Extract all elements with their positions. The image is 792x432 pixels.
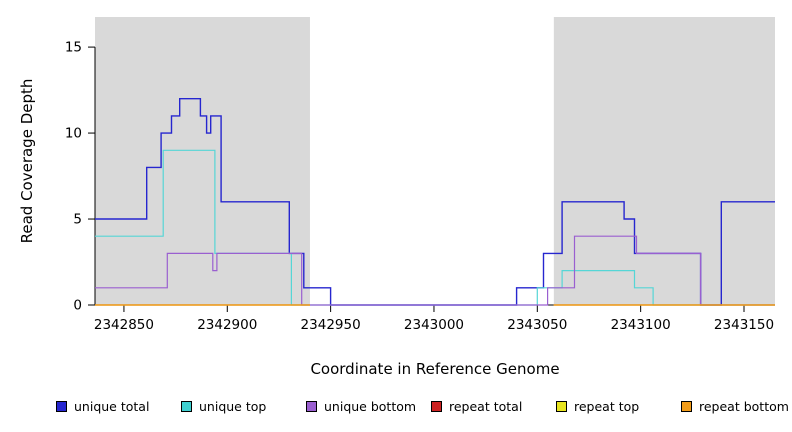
legend-item-repeat-bottom: repeat bottom (681, 399, 789, 414)
legend-item-repeat-total: repeat total (431, 399, 556, 414)
legend-swatch-unique-top (181, 401, 192, 412)
x-tick-label: 2343000 (404, 317, 464, 333)
chart-layers: 2342850 2342900 2342950 2343000 2343050 23431… (65, 17, 775, 333)
x-tick-label: 2342950 (301, 317, 361, 333)
legend-item-unique-total: unique total (56, 399, 181, 414)
y-tick-label: 5 (73, 212, 82, 228)
legend-swatch-unique-bottom (306, 401, 317, 412)
x-tick-label: 2343100 (611, 317, 671, 333)
legend-swatch-repeat-bottom (681, 401, 692, 412)
legend: unique total unique top unique bottom repea… (56, 399, 789, 414)
legend-label: repeat top (574, 399, 640, 414)
y-tick-label: 10 (65, 126, 82, 142)
x-tick-label: 2343150 (714, 317, 774, 333)
legend-label: unique top (199, 399, 267, 414)
legend-item-unique-top: unique top (181, 399, 306, 414)
legend-swatch-unique-total (56, 401, 67, 412)
legend-swatch-repeat-top (556, 401, 567, 412)
series-line-unique-bottom (95, 235, 775, 306)
y-tick-label: 0 (73, 298, 82, 314)
y-tick-label: 15 (65, 40, 82, 56)
y-axis-title: Read Coverage Depth (18, 79, 36, 244)
legend-item-repeat-top: repeat top (556, 399, 681, 414)
x-tick-label: 2343050 (507, 317, 567, 333)
legend-label: repeat bottom (699, 399, 789, 414)
legend-item-unique-bottom: unique bottom (306, 399, 431, 414)
x-axis-title: Coordinate in Reference Genome (310, 360, 559, 378)
legend-label: unique total (74, 399, 150, 414)
shaded-region-right (553, 17, 775, 305)
x-tick-label: 2342850 (94, 317, 154, 333)
shaded-region-left (95, 17, 310, 305)
coverage-plot: 2342850 2342900 2342950 2343000 2343050 23431… (18, 17, 775, 378)
x-tick-label: 2342900 (197, 317, 257, 333)
legend-label: unique bottom (324, 399, 417, 414)
series-line-unique-top (95, 149, 775, 306)
legend-swatch-repeat-total (431, 401, 442, 412)
legend-label: repeat total (449, 399, 523, 414)
